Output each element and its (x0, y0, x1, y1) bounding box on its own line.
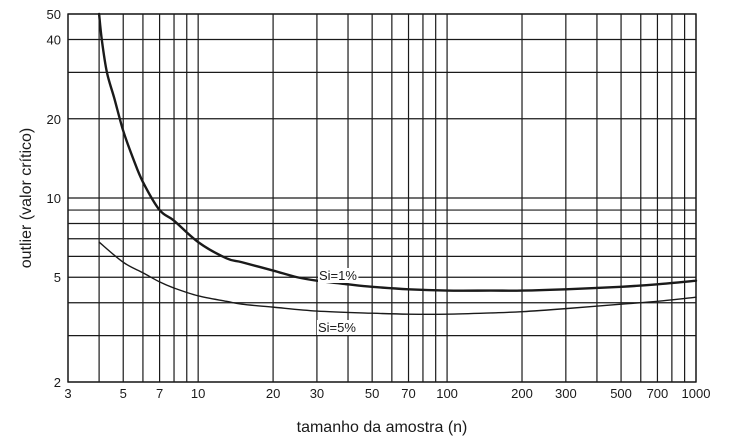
x-tick-label: 70 (401, 386, 415, 401)
y-tick-label: 10 (47, 191, 61, 206)
x-tick-label: 1000 (682, 386, 711, 401)
y-tick-label: 5 (54, 270, 61, 285)
series-line-si-5pct (98, 241, 697, 316)
x-tick-label: 500 (610, 386, 632, 401)
x-axis-title: tamanho da amostra (n) (297, 419, 468, 436)
series-label-si-5pct: Si=5% (318, 320, 356, 335)
x-tick-labels: 3 5 7 10 20 30 50 70 100 200 300 500 700 1000 (64, 386, 710, 401)
x-tick-label: 200 (511, 386, 533, 401)
y-tick-label: 2 (54, 375, 61, 390)
x-tick-label: 3 (64, 386, 71, 401)
y-tick-label: 50 (47, 7, 61, 22)
x-tick-label: 300 (555, 386, 577, 401)
y-tick-label: 20 (47, 112, 61, 127)
series-label-backdrop (317, 320, 358, 335)
x-tick-label: 700 (647, 386, 669, 401)
series-lines (97, 12, 698, 316)
series-line-si-1pct (97, 12, 698, 292)
x-tick-label: 5 (120, 386, 127, 401)
y-tick-label: 40 (47, 33, 61, 48)
x-tick-label: 100 (436, 386, 458, 401)
x-tick-label: 50 (365, 386, 379, 401)
x-tick-label: 10 (191, 386, 205, 401)
x-tick-label: 20 (266, 386, 280, 401)
series-label-backdrop (318, 268, 359, 283)
x-tick-label: 30 (310, 386, 324, 401)
y-tick-labels: 2 5 10 20 40 50 (47, 7, 61, 390)
series-label-si-1pct: Si=1% (319, 268, 357, 283)
y-axis-title: outlier (valor crítico) (18, 128, 35, 268)
grid (67, 13, 697, 383)
series-labels: Si=1% Si=5% (317, 268, 359, 335)
x-tick-label: 7 (156, 386, 163, 401)
plot-frame (67, 13, 697, 383)
